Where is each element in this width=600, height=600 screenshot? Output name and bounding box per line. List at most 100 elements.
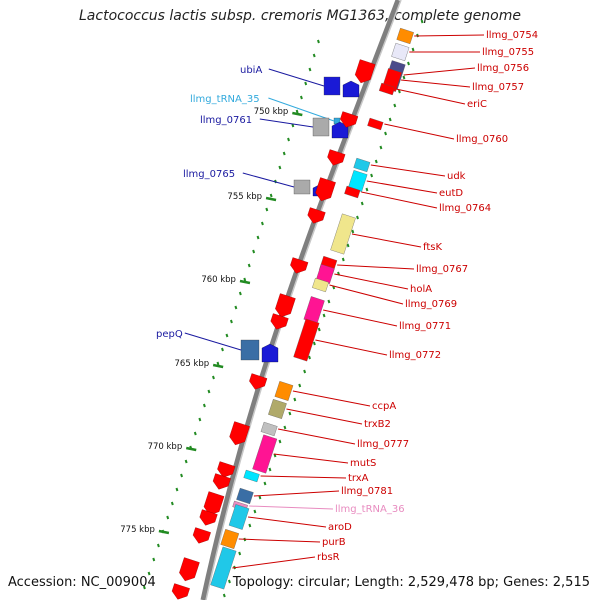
reverse-gene-llmg-0764[interactable]: llmg_0764 [344,185,491,214]
reverse-gene-llmg-0760[interactable]: llmg_0760 [367,117,508,145]
reverse-gene-arrow[interactable] [306,207,326,226]
gene-label: llmg_0764 [439,203,491,214]
ruler-label: 750 kbp [254,107,289,117]
genome-title: Lactococcus lactis subsp. cremoris MG136… [79,8,521,24]
reverse-gene-muts[interactable]: mutS [252,434,377,474]
gene-block [353,157,371,173]
reverse-gene-arrow[interactable] [273,293,296,320]
reverse-gene-llmg-0755[interactable]: llmg_0755 [391,42,534,62]
topology-text: Topology: circular; Length: 2,529,478 bp… [232,575,590,590]
ruler-minor-tick [252,249,256,254]
gene-label-connector [268,97,335,122]
ruler-outer-tick [346,243,350,248]
reverse-gene-llmg-0767[interactable]: llmg_0767 [319,255,468,275]
ruler-minor-tick [147,571,151,576]
ruler-outer-tick [253,509,257,514]
gene-arrow [261,343,279,363]
ruler-outer-tick [365,187,369,192]
gene-label: pepQ [156,329,183,340]
reverse-gene-purb[interactable]: purB [220,529,346,549]
gene-label-connector [286,408,363,425]
gene-label: mutS [350,458,376,469]
ruler-outer-tick [322,313,326,318]
gene-block [240,339,260,361]
gene-label-connector [403,67,476,76]
reverse-gene-arrow[interactable] [170,583,190,600]
reverse-gene-eutd[interactable]: eutD [348,170,463,199]
forward-gene-pepq[interactable]: pepQ [156,329,279,363]
reverse-gene-arrow[interactable] [338,111,359,130]
ruler-outer-tick [411,47,415,52]
forward-gene-llmg-0761[interactable]: llmg_0761 [200,115,349,139]
ruler-minor-tick [212,375,215,380]
reverse-gene-arrow[interactable] [326,149,346,168]
reverse-gene-eric[interactable]: eriC [378,82,487,110]
reverse-gene-arrow[interactable] [353,59,376,86]
ruler-outer-tick [374,159,378,164]
reverse-gene-arrow[interactable] [191,527,211,546]
ruler-minor-tick [193,431,197,436]
reverse-gene-llmg-trna-36[interactable]: llmg_tRNA_36 [232,500,405,515]
reverse-gene-udk[interactable]: udk [353,157,466,182]
ruler-outer-tick [317,327,321,332]
reverse-gene-trxa[interactable]: trxA [243,469,369,484]
ruler-minor-tick [295,109,299,114]
ruler-major-tick [239,279,251,285]
forward-gene-ubia[interactable]: ubiA [240,65,360,98]
ruler-minor-tick [152,557,156,562]
reverse-gene-ccpa[interactable]: ccpA [274,381,397,412]
reverse-gene-hola[interactable]: holA [316,264,432,295]
reverse-gene-arod[interactable]: aroD [228,504,352,533]
reverse-gene-llmg-0754[interactable]: llmg_0754 [396,27,538,45]
reverse-gene-llmg-0781[interactable]: llmg_0781 [236,486,393,505]
ruler-minor-tick [299,95,303,100]
reverse-gene-arrow[interactable] [228,421,250,448]
ruler-minor-tick [269,193,273,198]
reverse-gene-arrow[interactable] [248,373,268,392]
reverse-gene-trxb2[interactable]: trxB2 [268,399,391,430]
gene-label-connector [242,172,295,188]
reverse-gene-arrow[interactable] [269,313,289,332]
ruler-outer-tick [327,299,331,304]
gene-block [312,117,330,137]
gene-label-connector [334,273,409,290]
gene-block [243,469,260,483]
gene-block [293,318,320,362]
gene-label: ubiA [240,65,262,76]
reverse-gene-llmg-0777[interactable]: llmg_0777 [260,421,409,450]
ruler-outer-tick [384,131,388,136]
gene-label: llmg_0781 [341,486,393,497]
gene-label: llmg_0767 [416,264,468,275]
reverse-gene-llmg-0772[interactable]: llmg_0772 [293,318,442,362]
reverse-gene-llmg-0769[interactable]: llmg_0769 [312,277,457,310]
gene-label-connector [273,453,349,464]
gene-label: rbsR [317,552,340,563]
reverse-gene-arrow[interactable] [289,257,309,276]
reverse-gene-rbsr[interactable]: rbsR [210,546,340,590]
reverse-gene-arrow[interactable] [198,509,218,528]
ruler-label: 765 kbp [175,359,210,369]
gene-label: eriC [467,99,487,110]
reverse-gene-arrow[interactable] [202,491,225,518]
gene-label: llmg_0777 [357,439,409,450]
reverse-gene-arrow[interactable] [211,473,231,492]
gene-label-connector [337,264,415,270]
reverse-gene-arrow[interactable] [314,177,336,204]
ruler-minor-tick [229,319,233,324]
ruler-major-tick [212,363,224,369]
ruler-minor-tick [256,235,260,240]
ruler-outer-tick [341,257,345,262]
ruler-minor-tick [282,151,286,156]
reverse-gene-ftsk[interactable]: ftsK [330,213,443,255]
gene-label-connector [329,284,404,305]
reverse-gene-arrow[interactable] [216,461,236,480]
gene-label: holA [410,284,432,295]
ruler-outer-tick [238,551,242,556]
gene-block [274,381,294,401]
ruler-outer-tick [379,145,383,150]
ruler-minor-tick [216,361,220,366]
reverse-gene-arrow[interactable] [177,557,200,584]
reverse-gene-llmg-0771[interactable]: llmg_0771 [303,296,451,332]
ruler-minor-tick [278,165,282,170]
gene-label-connector [268,68,325,87]
